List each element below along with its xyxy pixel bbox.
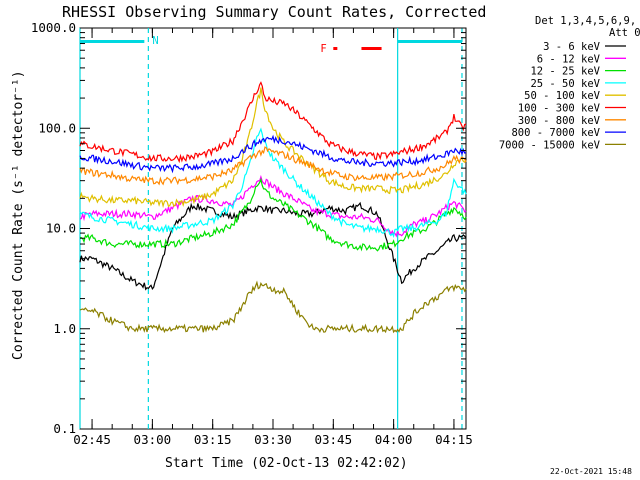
chart-title: RHESSI Observing Summary Count Rates, Co…	[62, 3, 486, 21]
night-flag-bar	[80, 40, 145, 43]
x-tick-label: 04:00	[375, 432, 413, 447]
y-tick-label: 1.0	[53, 321, 76, 336]
timestamp: 22-Oct-2021 15:48	[550, 467, 632, 476]
legend-entry-label: 12 - 25 keV	[530, 66, 600, 78]
y-tick-label: 100.0	[38, 120, 76, 135]
x-axis-label: Start Time (02-Oct-13 02:42:02)	[165, 456, 408, 471]
series-line	[79, 134, 467, 174]
x-tick-label: 03:15	[194, 432, 232, 447]
night-flag-label: N	[152, 35, 158, 47]
y-tick-label: 0.1	[53, 421, 76, 436]
x-tick-label: 03:45	[314, 432, 352, 447]
y-axis: 1000.0 100.0 10.0 1.0 0.1	[31, 20, 466, 436]
legend-entry-label: 6 - 12 keV	[537, 53, 601, 65]
legend-entry-label: 3 - 6 keV	[543, 41, 601, 53]
legend-entry-label: 100 - 300 keV	[518, 103, 601, 115]
legend-entry-label: 7000 - 15000 keV	[499, 139, 601, 151]
series-line	[79, 81, 467, 164]
series-line	[79, 201, 467, 291]
x-tick-label: 02:45	[73, 432, 111, 447]
x-axis: 02:45 03:00 03:15 03:30 03:45 04:00 04:15	[73, 28, 473, 447]
series-line	[79, 177, 467, 252]
series-line	[79, 280, 467, 334]
x-tick-label: 04:15	[435, 432, 473, 447]
legend-entry-label: 25 - 50 keV	[530, 78, 600, 90]
x-tick-label: 03:00	[134, 432, 172, 447]
night-flag-bar	[397, 40, 462, 43]
flare-flag-bar	[333, 47, 338, 50]
series-line	[79, 174, 467, 238]
series-line	[79, 146, 467, 186]
legend-entry-label: 50 - 100 keV	[524, 90, 601, 102]
flare-flag-bar	[361, 47, 382, 50]
orbit-markers: NF	[79, 28, 463, 429]
legend-header-line1: Det 1,3,4,5,6,9,	[535, 15, 636, 27]
flare-flag-label: F	[320, 43, 326, 55]
y-axis-label: Corrected Count Rate (s⁻¹ detector⁻¹)	[11, 70, 26, 360]
legend-entry-label: 300 - 800 keV	[518, 115, 601, 127]
series-line	[79, 127, 467, 239]
legend-entry-label: 800 - 7000 keV	[511, 127, 600, 139]
series-layer	[79, 81, 467, 334]
series-line	[79, 87, 467, 209]
legend-header-line2: Att 0	[609, 27, 640, 39]
x-tick-label: 03:30	[254, 432, 292, 447]
y-tick-label: 10.0	[46, 221, 76, 236]
y-tick-label: 1000.0	[31, 20, 76, 35]
